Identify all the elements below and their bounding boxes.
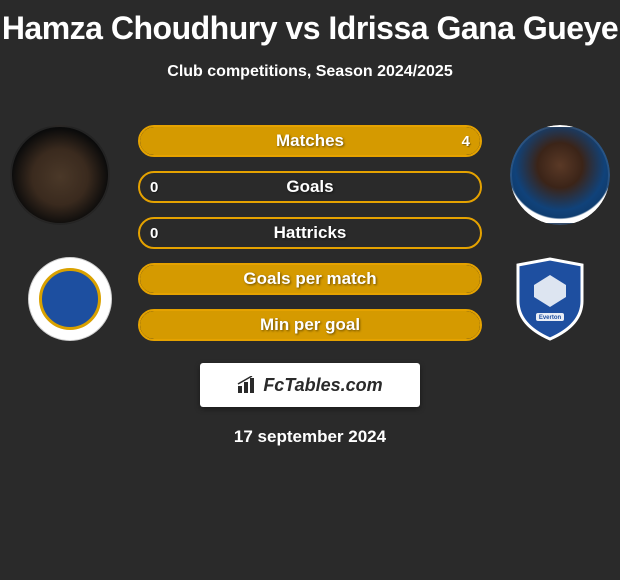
player-right-avatar bbox=[510, 125, 610, 225]
svg-text:Everton: Everton bbox=[539, 315, 562, 321]
stat-bar-label: Matches bbox=[140, 131, 480, 151]
stat-bar-label: Min per goal bbox=[140, 315, 480, 335]
stat-bar-label: Hattricks bbox=[140, 223, 480, 243]
stat-bar: Hattricks0 bbox=[138, 217, 482, 249]
stat-bar-label: Goals per match bbox=[140, 269, 480, 289]
brand-label: FcTables.com bbox=[263, 375, 382, 396]
stat-bar: Matches4 bbox=[138, 125, 482, 157]
stat-right-value: 4 bbox=[462, 133, 470, 150]
stat-left-value: 0 bbox=[150, 179, 158, 196]
avatar-placeholder bbox=[510, 125, 610, 225]
stat-left-value: 0 bbox=[150, 225, 158, 242]
stat-bar: Min per goal bbox=[138, 309, 482, 341]
stat-bars: Matches4Goals0Hattricks0Goals per matchM… bbox=[138, 125, 482, 341]
stat-bar: Goals per match bbox=[138, 263, 482, 295]
player-left-avatar bbox=[10, 125, 110, 225]
stat-bar-label: Goals bbox=[140, 177, 480, 197]
bars-chart-icon bbox=[237, 376, 259, 394]
player-left-club-badge bbox=[28, 257, 112, 341]
subtitle: Club competitions, Season 2024/2025 bbox=[0, 63, 620, 81]
brand-box: FcTables.com bbox=[200, 363, 420, 407]
stat-bar: Goals0 bbox=[138, 171, 482, 203]
comparison-content: Everton Matches4Goals0Hattricks0Goals pe… bbox=[0, 125, 620, 447]
page-title: Hamza Choudhury vs Idrissa Gana Gueye bbox=[0, 0, 620, 47]
leicester-badge-icon bbox=[28, 257, 112, 341]
avatar-placeholder bbox=[10, 125, 110, 225]
player-right-club-badge: Everton bbox=[508, 257, 592, 341]
everton-badge-icon: Everton bbox=[514, 257, 586, 341]
date-label: 17 september 2024 bbox=[0, 427, 620, 447]
